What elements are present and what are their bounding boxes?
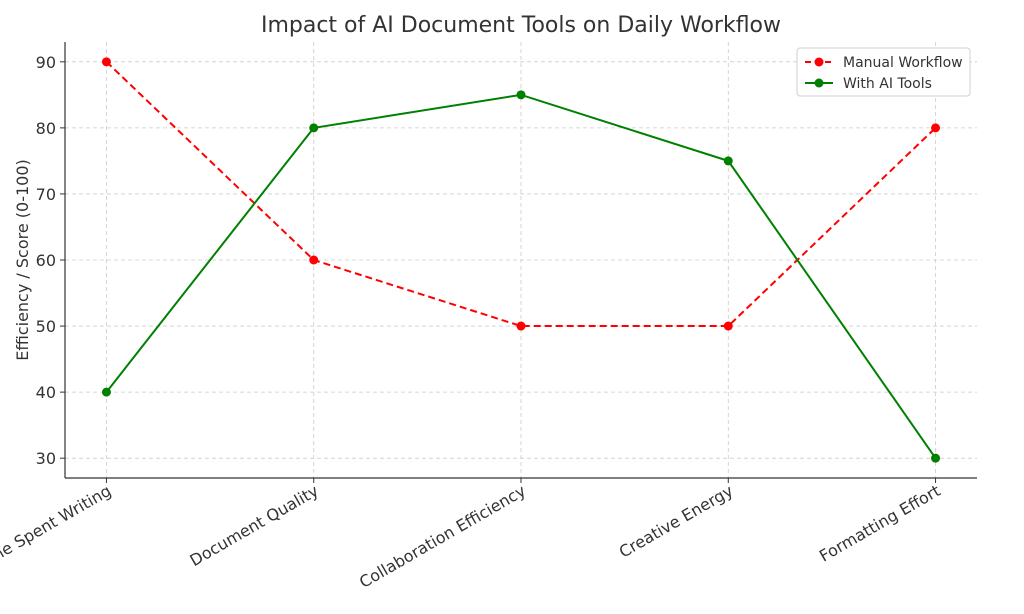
- legend-marker: [814, 78, 824, 88]
- x-tick-label: Collaboration Efficiency: [356, 481, 529, 592]
- data-point: [931, 123, 941, 133]
- data-point: [723, 156, 733, 166]
- data-point: [516, 90, 526, 100]
- x-tick-label: Document Quality: [187, 481, 322, 570]
- legend-marker: [814, 57, 824, 67]
- data-point: [309, 123, 319, 133]
- legend-label: Manual Workflow: [843, 55, 963, 71]
- x-tick-label: Creative Energy: [616, 481, 737, 562]
- grid: [65, 42, 977, 478]
- y-tick-label: 40: [36, 383, 56, 402]
- y-tick-label: 80: [36, 119, 56, 138]
- data-point: [101, 387, 111, 397]
- y-tick-label: 90: [36, 53, 56, 72]
- y-tick-label: 60: [36, 251, 56, 270]
- legend: Manual Workflow With AI Tools: [796, 47, 971, 97]
- legend-box: [796, 47, 971, 97]
- data-point: [723, 321, 733, 331]
- y-tick-label: 70: [36, 185, 56, 204]
- data-point: [101, 57, 111, 67]
- x-tick-label: Formatting Effort: [816, 481, 944, 566]
- y-axis-label: Efficiency / Score (0-100): [13, 159, 32, 361]
- data-point: [516, 321, 526, 331]
- data-point: [931, 453, 941, 463]
- y-tick-label: 30: [36, 449, 56, 468]
- data-point: [309, 255, 319, 265]
- legend-label: With AI Tools: [843, 76, 932, 92]
- y-tick-label: 50: [36, 317, 56, 336]
- series-layer: [101, 57, 941, 463]
- chart-title: Impact of AI Document Tools on Daily Wor…: [261, 13, 781, 38]
- x-tick-label: Time Spent Writing: [0, 481, 114, 574]
- ticks: 30 40 50 60 70 80 90 Time Spent Writing Document…: [0, 53, 944, 592]
